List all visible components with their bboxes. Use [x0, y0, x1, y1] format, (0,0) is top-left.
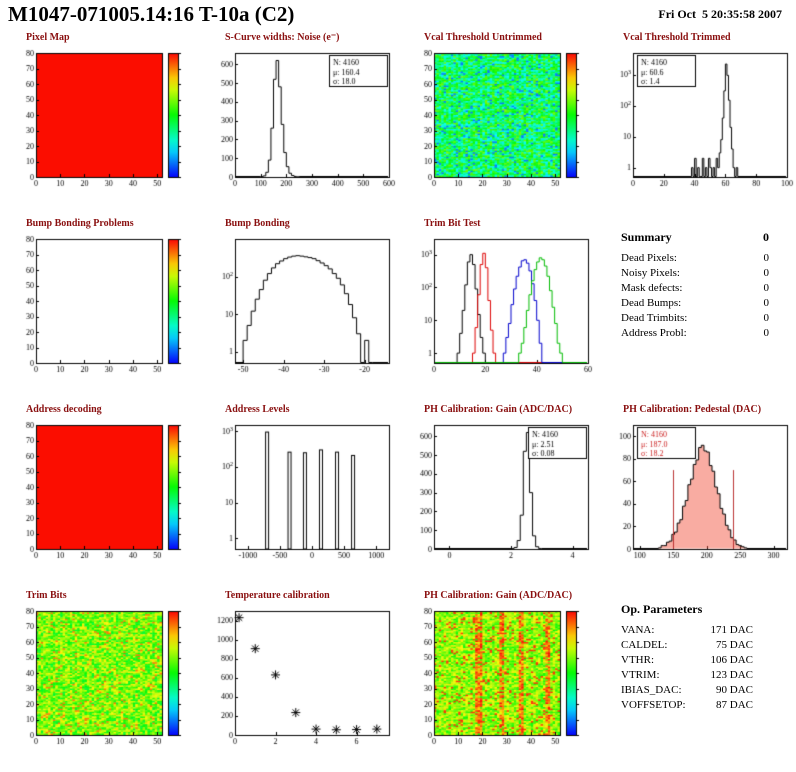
summary-row: Dead Pixels: 0 — [621, 251, 769, 266]
op-parameter-row-label: VTHR: — [621, 654, 654, 666]
op-parameter-row-value: 87 DAC — [716, 699, 753, 711]
panel-ph-pedestal: PH Calibration: Pedestal (DAC) — [597, 400, 796, 586]
op-parameter-row-value: 75 DAC — [716, 639, 753, 651]
summary-row: Dead Trimbits: 0 — [621, 311, 769, 326]
op-parameter-row-label: IBIAS_DAC: — [621, 684, 682, 696]
pixel-map-plot — [6, 45, 198, 195]
panel-address-decoding: Address decoding — [0, 400, 199, 586]
op-parameters-panel: Op. Parameters VANA: 171 DAC CALDEL: 75 DAC… — [597, 586, 796, 772]
op-parameter-row: CALDEL: 75 DAC — [621, 638, 753, 653]
plot-title: PH Calibration: Gain (ADC/DAC) — [424, 404, 573, 415]
plot-title: Bump Bonding — [225, 218, 290, 229]
summary-row-value: 0 — [763, 327, 770, 339]
plot-title: Address decoding — [26, 404, 102, 415]
op-parameters-header: Op. Parameters — [621, 602, 753, 617]
plot-title: Address Levels — [225, 404, 290, 415]
trim-bit-test-plot — [404, 231, 596, 381]
plot-title: Pixel Map — [26, 32, 70, 43]
summary-row: Noisy Pixels: 0 — [621, 266, 769, 281]
summary-row-label: Mask defects: — [621, 282, 683, 294]
op-parameter-row: VTRIM: 123 DAC — [621, 668, 753, 683]
op-parameters-rows: VANA: 171 DAC CALDEL: 75 DAC VTHR: 106 DAC VTR… — [621, 623, 753, 713]
plot-title: Vcal Threshold Untrimmed — [424, 32, 542, 43]
page-title: M1047-071005.14:16 T-10a (C2) — [8, 2, 295, 26]
plot-title: Trim Bit Test — [424, 218, 481, 229]
op-parameter-row: IBIAS_DAC: 90 DAC — [621, 683, 753, 698]
panel-pixel-map: Pixel Map — [0, 28, 199, 214]
plot-title: Vcal Threshold Trimmed — [623, 32, 731, 43]
bump-bonding-plot — [205, 231, 397, 381]
address-levels-plot — [205, 417, 397, 567]
op-parameter-row-label: VANA: — [621, 624, 655, 636]
panel-address-levels: Address Levels — [199, 400, 398, 586]
op-parameter-row: VANA: 171 DAC — [621, 623, 753, 638]
summary-row-label: Dead Trimbits: — [621, 312, 688, 324]
summary-rows: Dead Pixels: 0 Noisy Pixels: 0 Mask defects:… — [621, 251, 769, 341]
plot-title: S-Curve widths: Noise (e⁻) — [225, 32, 340, 43]
summary-row-value: 0 — [763, 282, 770, 294]
timestamp: Fri Oct 5 20:35:58 2007 — [658, 7, 782, 21]
summary-total: 0 — [763, 230, 769, 244]
op-parameter-row: VTHR: 106 DAC — [621, 653, 753, 668]
summary-row: Mask defects: 0 — [621, 281, 769, 296]
bump-bonding-problems-map — [6, 231, 198, 381]
panel-temperature-calibration: Temperature calibration — [199, 586, 398, 772]
address-decoding-map — [6, 417, 198, 567]
summary-panel: Summary 0 Dead Pixels: 0 Noisy Pixels: 0 Mas… — [597, 214, 796, 400]
op-parameter-row-value: 90 DAC — [716, 684, 753, 696]
trim-bits-map — [6, 603, 198, 753]
panel-ph-gain-map: PH Calibration: Gain (ADC/DAC) — [398, 586, 597, 772]
op-parameter-row-label: VTRIM: — [621, 669, 660, 681]
plot-title: Temperature calibration — [225, 590, 330, 601]
summary-row-label: Noisy Pixels: — [621, 267, 680, 279]
report-header: M1047-071005.14:16 T-10a (C2) Fri Oct 5 … — [0, 0, 796, 28]
vcal-trimmed-plot — [603, 45, 795, 195]
plot-grid: Pixel Map S-Curve widths: Noise (e⁻) Vca… — [0, 28, 796, 772]
op-parameters-title: Op. Parameters — [621, 602, 703, 616]
panel-vcal-untrimmed: Vcal Threshold Untrimmed — [398, 28, 597, 214]
plot-title: PH Calibration: Pedestal (DAC) — [623, 404, 762, 415]
op-parameter-row-value: 171 DAC — [710, 624, 753, 636]
panel-vcal-trimmed: Vcal Threshold Trimmed — [597, 28, 796, 214]
temperature-calibration-plot — [205, 603, 397, 753]
vcal-untrimmed-map — [404, 45, 596, 195]
summary-row-value: 0 — [763, 312, 770, 324]
panel-trim-bits: Trim Bits — [0, 586, 199, 772]
op-parameter-row-value: 106 DAC — [710, 654, 753, 666]
panel-bump-bonding: Bump Bonding — [199, 214, 398, 400]
plot-title: Bump Bonding Problems — [26, 218, 134, 229]
summary-row-value: 0 — [763, 297, 770, 309]
scurve-noise-plot — [205, 45, 397, 195]
panel-trim-bit-test: Trim Bit Test — [398, 214, 597, 400]
panel-scurve-noise: S-Curve widths: Noise (e⁻) — [199, 28, 398, 214]
summary-row: Dead Bumps: 0 — [621, 296, 769, 311]
summary-title: Summary — [621, 230, 672, 244]
summary-row-label: Dead Bumps: — [621, 297, 682, 309]
summary-header: Summary 0 — [621, 230, 769, 245]
plot-title: Trim Bits — [26, 590, 67, 601]
summary-row: Address Probl: 0 — [621, 326, 769, 341]
plot-title: PH Calibration: Gain (ADC/DAC) — [424, 590, 573, 601]
panel-ph-gain-hist: PH Calibration: Gain (ADC/DAC) — [398, 400, 597, 586]
ph-gain-map — [404, 603, 596, 753]
summary-row-value: 0 — [763, 252, 770, 264]
ph-pedestal-plot — [603, 417, 795, 567]
summary-row-label: Dead Pixels: — [621, 252, 677, 264]
op-parameter-row: VOFFSETOP: 87 DAC — [621, 698, 753, 713]
summary-row-value: 0 — [763, 267, 770, 279]
op-parameter-row-label: CALDEL: — [621, 639, 668, 651]
panel-bump-bonding-problems: Bump Bonding Problems — [0, 214, 199, 400]
ph-gain-plot — [404, 417, 596, 567]
op-parameter-row-label: VOFFSETOP: — [621, 699, 686, 711]
op-parameter-row-value: 123 DAC — [710, 669, 753, 681]
summary-row-label: Address Probl: — [621, 327, 687, 339]
